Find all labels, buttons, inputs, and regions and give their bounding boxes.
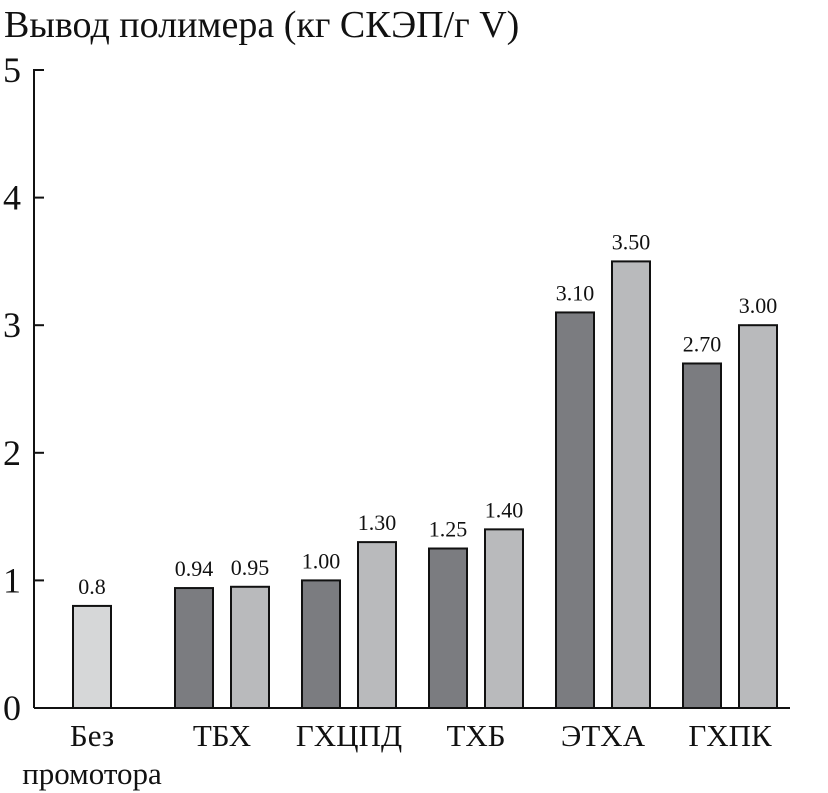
bar (174, 587, 214, 710)
data-label: 1.25 (429, 517, 468, 542)
y-tick-label: 3 (3, 305, 21, 345)
y-tick-label: 1 (3, 560, 21, 600)
bar (357, 541, 397, 709)
bar (555, 311, 595, 709)
bar (72, 604, 112, 709)
chart-title: Вывод полимера (кг СКЭП/г V) (4, 4, 519, 46)
bar (682, 362, 722, 709)
bar (484, 528, 524, 709)
bar (738, 324, 778, 709)
data-label: 1.00 (302, 548, 341, 573)
data-label: 1.40 (485, 497, 524, 522)
category-label: ЭТХА (561, 718, 646, 753)
data-label: 2.70 (683, 331, 722, 356)
y-axis: 0 1 2 3 4 5 (3, 50, 44, 728)
bars: 0.8 0.94 0.95 1.00 1.30 1.25 1.40 3.10 3.50 2.70 3… (34, 229, 790, 710)
y-tick-label: 4 (3, 178, 21, 218)
bar (428, 547, 468, 709)
y-tick-label: 0 (3, 688, 21, 728)
data-label: 3.00 (739, 293, 778, 318)
bar (230, 585, 270, 710)
category-label: ТБХ (193, 718, 251, 753)
data-label: 0.95 (231, 555, 270, 580)
y-tick-label: 2 (3, 433, 21, 473)
data-label: 3.50 (612, 229, 651, 254)
data-label: 0.8 (78, 574, 106, 599)
category-label: промотора (22, 756, 162, 791)
category-label: Без (70, 718, 114, 753)
data-label: 1.30 (358, 510, 397, 535)
bar (611, 260, 651, 709)
category-label: ГХЦПД (296, 718, 402, 753)
category-label: ТХБ (446, 718, 505, 753)
y-tick-label: 5 (3, 50, 21, 90)
category-label: ГХПК (688, 718, 772, 753)
data-label: 0.94 (175, 556, 214, 581)
bar (301, 579, 341, 710)
data-label: 3.10 (556, 280, 595, 305)
